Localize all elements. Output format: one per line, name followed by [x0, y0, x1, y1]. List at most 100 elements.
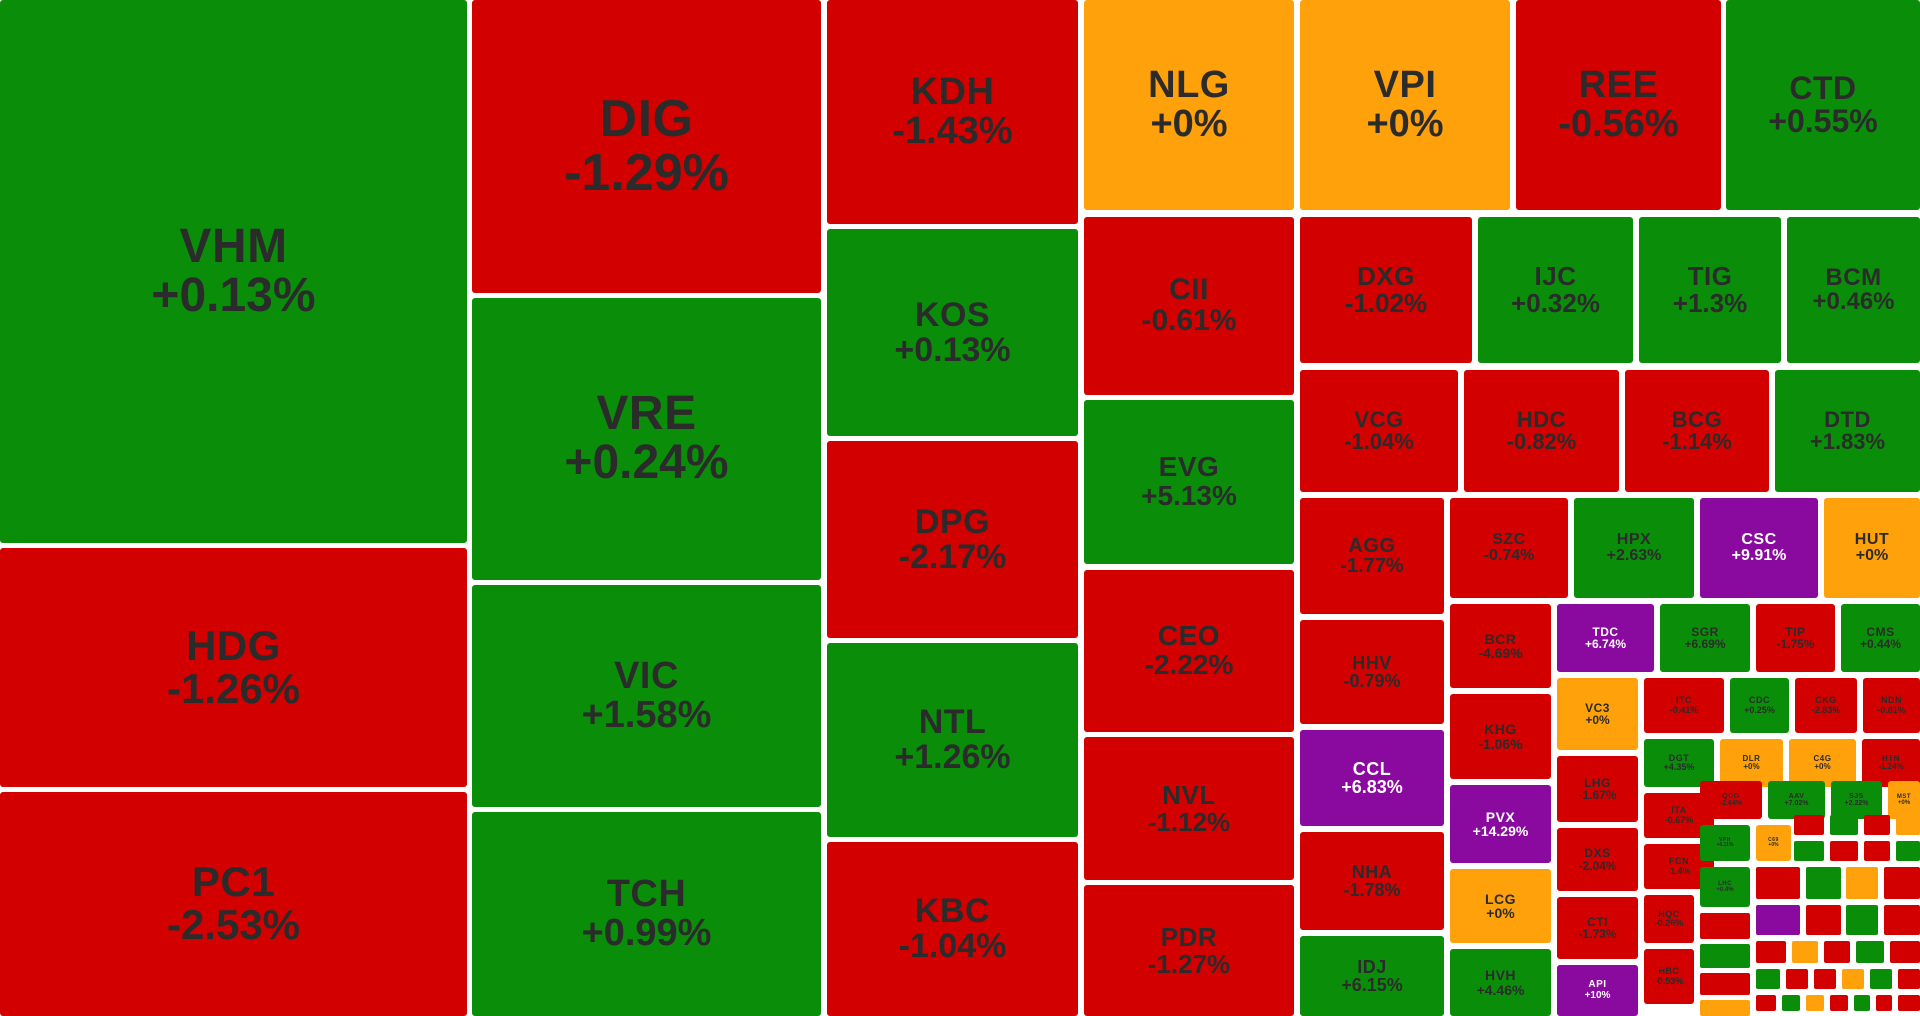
stock-tile-dxg[interactable]: DXG -1.02%: [1300, 217, 1472, 363]
stock-tile-vc3[interactable]: VC3 +0%: [1557, 678, 1638, 750]
stock-tile-bcr[interactable]: BCR -4.69%: [1450, 604, 1551, 688]
stock-tile-khg[interactable]: KHG -1.06%: [1450, 694, 1551, 779]
mini-stock-tile[interactable]: [1896, 815, 1920, 835]
stock-tile-lhg[interactable]: LHG -1.67%: [1557, 756, 1638, 822]
mini-stock-tile[interactable]: [1884, 905, 1920, 935]
stock-tile-vcg[interactable]: VCG -1.04%: [1300, 370, 1458, 492]
mini-stock-tile[interactable]: [1756, 905, 1800, 935]
stock-tile-hdg[interactable]: HDG -1.26%: [0, 548, 467, 787]
stock-tile-tch[interactable]: TCH +0.99%: [472, 812, 821, 1016]
stock-tile-hbc[interactable]: HBC -0.53%: [1644, 949, 1694, 1004]
stock-tile-vic[interactable]: VIC +1.58%: [472, 585, 821, 807]
mini-stock-tile[interactable]: [1756, 969, 1780, 989]
stock-tile-dxs[interactable]: DXS -2.04%: [1557, 828, 1638, 891]
stock-tile-lcg[interactable]: LCG +0%: [1450, 869, 1551, 943]
stock-tile-tig[interactable]: TIG +1.3%: [1639, 217, 1781, 363]
stock-tile-szc[interactable]: SZC -0.74%: [1450, 498, 1568, 598]
mini-stock-tile[interactable]: [1814, 969, 1836, 989]
mini-stock-tile[interactable]: [1846, 905, 1878, 935]
mini-stock-tile[interactable]: [1842, 969, 1864, 989]
mini-stock-tile[interactable]: [1756, 995, 1776, 1011]
stock-tile-hdc[interactable]: HDC -0.82%: [1464, 370, 1619, 492]
mini-stock-tile[interactable]: [1864, 841, 1890, 861]
stock-tile-hqc[interactable]: HQC -0.26%: [1644, 895, 1694, 943]
stock-tile-vph[interactable]: VPH +0.11%: [1700, 825, 1750, 861]
mini-stock-tile[interactable]: [1884, 867, 1920, 899]
stock-tile-api[interactable]: API +10%: [1557, 965, 1638, 1016]
mini-stock-tile[interactable]: [1700, 944, 1750, 968]
stock-tile-nha[interactable]: NHA -1.78%: [1300, 832, 1444, 930]
stock-tile-dtd[interactable]: DTD +1.83%: [1775, 370, 1920, 492]
mini-stock-tile[interactable]: [1830, 815, 1858, 835]
mini-stock-tile[interactable]: [1700, 973, 1750, 995]
stock-tile-ijc[interactable]: IJC +0.32%: [1478, 217, 1633, 363]
stock-tile-nlg[interactable]: NLG +0%: [1084, 0, 1294, 210]
mini-stock-tile[interactable]: [1830, 841, 1858, 861]
mini-stock-tile[interactable]: [1806, 905, 1841, 935]
mini-stock-tile[interactable]: [1786, 969, 1808, 989]
mini-stock-tile[interactable]: [1890, 941, 1920, 963]
mini-stock-tile[interactable]: [1854, 995, 1870, 1011]
stock-tile-ndn[interactable]: NDN -0.81%: [1863, 678, 1920, 733]
mini-stock-tile[interactable]: [1700, 913, 1750, 939]
stock-tile-dpg[interactable]: DPG -2.17%: [827, 441, 1078, 638]
stock-tile-hpx[interactable]: HPX +2.63%: [1574, 498, 1694, 598]
mini-stock-tile[interactable]: [1792, 941, 1818, 963]
stock-tile-tip[interactable]: TIP -1.75%: [1756, 604, 1835, 672]
stock-tile-evg[interactable]: EVG +5.13%: [1084, 400, 1294, 564]
stock-tile-dgt[interactable]: DGT +4.35%: [1644, 739, 1714, 787]
stock-tile-kos[interactable]: KOS +0.13%: [827, 229, 1078, 436]
mini-stock-tile[interactable]: [1876, 995, 1892, 1011]
stock-tile-cdc[interactable]: CDC +0.25%: [1730, 678, 1789, 733]
stock-tile-ntl[interactable]: NTL +1.26%: [827, 643, 1078, 837]
mini-stock-tile[interactable]: [1794, 841, 1824, 861]
stock-tile-csc[interactable]: CSC +9.91%: [1700, 498, 1818, 598]
stock-tile-c69[interactable]: C69 +0%: [1756, 825, 1791, 861]
stock-tile-kbc[interactable]: KBC -1.04%: [827, 842, 1078, 1016]
stock-tile-cms[interactable]: CMS +0.44%: [1841, 604, 1920, 672]
stock-tile-sjs[interactable]: SJS +2.22%: [1831, 781, 1882, 819]
stock-tile-pc1[interactable]: PC1 -2.53%: [0, 792, 467, 1016]
stock-tile-vre[interactable]: VRE +0.24%: [472, 298, 821, 580]
mini-stock-tile[interactable]: [1898, 995, 1920, 1011]
stock-tile-cti[interactable]: CTI -1.73%: [1557, 897, 1638, 959]
stock-tile-tdc[interactable]: TDC +6.74%: [1557, 604, 1654, 672]
mini-stock-tile[interactable]: [1870, 969, 1892, 989]
stock-tile-nvl[interactable]: NVL -1.12%: [1084, 737, 1294, 880]
mini-stock-tile[interactable]: [1806, 995, 1824, 1011]
mini-stock-tile[interactable]: [1830, 995, 1848, 1011]
stock-tile-pdr[interactable]: PDR -1.27%: [1084, 885, 1294, 1016]
stock-tile-idj[interactable]: IDJ +6.15%: [1300, 936, 1444, 1016]
stock-tile-dig[interactable]: DIG -1.29%: [472, 0, 821, 293]
stock-tile-dlr[interactable]: DLR +0%: [1720, 739, 1783, 787]
stock-tile-lhc[interactable]: LHC +0.4%: [1700, 867, 1750, 907]
stock-tile-cii[interactable]: CII -0.61%: [1084, 217, 1294, 395]
stock-tile-ceo[interactable]: CEO -2.22%: [1084, 570, 1294, 732]
mini-stock-tile[interactable]: [1756, 941, 1786, 963]
stock-tile-kdh[interactable]: KDH -1.43%: [827, 0, 1078, 224]
stock-tile-vhm[interactable]: VHM +0.13%: [0, 0, 467, 543]
mini-stock-tile[interactable]: [1864, 815, 1890, 835]
stock-tile-aav[interactable]: AAV +7.02%: [1768, 781, 1825, 819]
stock-tile-hhv[interactable]: HHV -0.79%: [1300, 620, 1444, 724]
stock-tile-ctd[interactable]: CTD +0.55%: [1726, 0, 1920, 210]
stock-tile-hut[interactable]: HUT +0%: [1824, 498, 1920, 598]
mini-stock-tile[interactable]: [1794, 815, 1824, 835]
mini-stock-tile[interactable]: [1782, 995, 1800, 1011]
mini-stock-tile[interactable]: [1898, 969, 1920, 989]
stock-tile-vpi[interactable]: VPI +0%: [1300, 0, 1510, 210]
mini-stock-tile[interactable]: [1856, 941, 1884, 963]
stock-tile-agg[interactable]: AGG -1.77%: [1300, 498, 1444, 614]
stock-tile-qcg[interactable]: QCG -2.64%: [1700, 781, 1762, 819]
stock-tile-c4g[interactable]: C4G +0%: [1789, 739, 1856, 787]
mini-stock-tile[interactable]: [1824, 941, 1850, 963]
stock-tile-mst[interactable]: MST +0%: [1888, 781, 1920, 819]
stock-tile-ckg[interactable]: CKG -2.83%: [1795, 678, 1857, 733]
stock-tile-ree[interactable]: REE -0.56%: [1516, 0, 1721, 210]
mini-stock-tile[interactable]: [1806, 867, 1841, 899]
stock-tile-itc[interactable]: ITC -0.41%: [1644, 678, 1724, 733]
mini-stock-tile[interactable]: [1700, 1000, 1750, 1016]
mini-stock-tile[interactable]: [1896, 841, 1920, 861]
stock-tile-htn[interactable]: HTN -1.24%: [1862, 739, 1920, 787]
stock-tile-sgr[interactable]: SGR +6.69%: [1660, 604, 1750, 672]
